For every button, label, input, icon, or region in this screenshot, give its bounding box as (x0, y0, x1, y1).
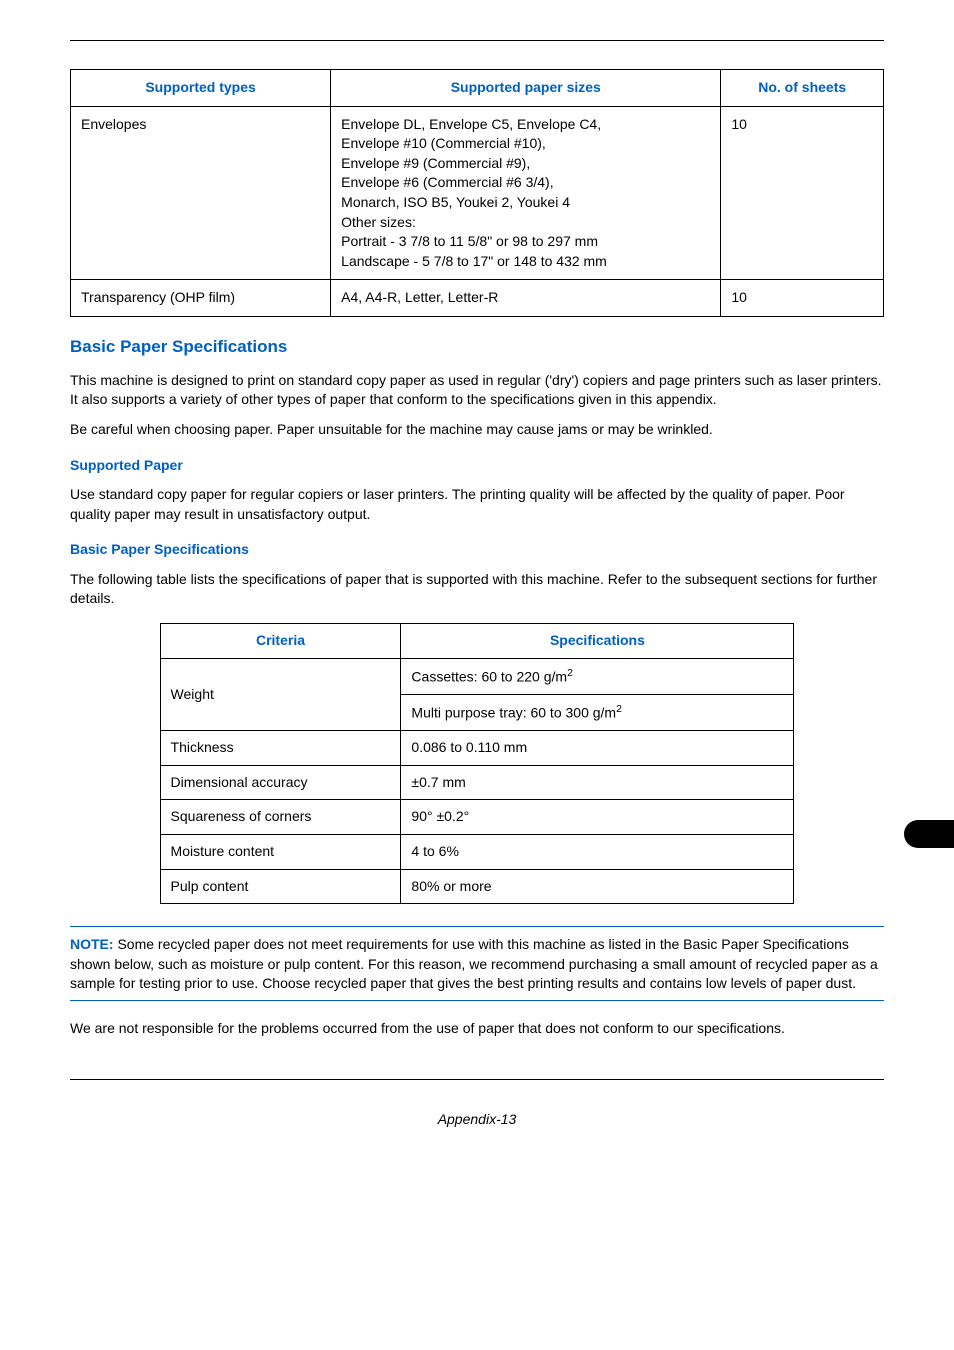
header-supported-sizes: Supported paper sizes (331, 70, 721, 107)
note-label: NOTE: (70, 936, 114, 952)
intro-paragraph-1: This machine is designed to print on sta… (70, 371, 884, 410)
spec-body: WeightCassettes: 60 to 220 g/m2Multi pur… (160, 658, 794, 903)
table-row: EnvelopesEnvelope DL, Envelope C5, Envel… (71, 106, 884, 280)
note-top-rule (70, 926, 884, 927)
supported-paper-paragraph: Use standard copy paper for regular copi… (70, 485, 884, 524)
cell-specification: 0.086 to 0.110 mm (401, 731, 794, 766)
page-footer: Appendix-13 (70, 1110, 884, 1130)
cell-supported-type: Transparency (OHP film) (71, 280, 331, 317)
cell-specification: Multi purpose tray: 60 to 300 g/m2 (401, 694, 794, 730)
basic-paper-spec-heading: Basic Paper Specifications (70, 540, 884, 560)
side-tab-marker (904, 820, 954, 848)
cell-criteria: Moisture content (160, 834, 401, 869)
note-bottom-rule (70, 1000, 884, 1001)
spec-table: Criteria Specifications WeightCassettes:… (160, 623, 795, 904)
header-supported-types: Supported types (71, 70, 331, 107)
table1-body: EnvelopesEnvelope DL, Envelope C5, Envel… (71, 106, 884, 316)
cell-no-of-sheets: 10 (721, 280, 884, 317)
cell-criteria: Weight (160, 658, 401, 731)
spec-header-criteria: Criteria (160, 624, 401, 659)
supported-paper-heading: Supported Paper (70, 456, 884, 476)
cell-supported-sizes: A4, A4-R, Letter, Letter-R (331, 280, 721, 317)
note-paragraph: NOTE: Some recycled paper does not meet … (70, 935, 884, 994)
table-row: Moisture content4 to 6% (160, 834, 794, 869)
spec-header-specifications: Specifications (401, 624, 794, 659)
cell-specification: Cassettes: 60 to 220 g/m2 (401, 658, 794, 694)
cell-specification: 80% or more (401, 869, 794, 904)
cell-specification: 4 to 6% (401, 834, 794, 869)
top-rule (70, 40, 884, 41)
table-row: Pulp content80% or more (160, 869, 794, 904)
closing-paragraph: We are not responsible for the problems … (70, 1019, 884, 1039)
supported-types-table: Supported types Supported paper sizes No… (70, 69, 884, 317)
cell-criteria: Dimensional accuracy (160, 765, 401, 800)
table-row: Transparency (OHP film)A4, A4-R, Letter,… (71, 280, 884, 317)
spec-header-row: Criteria Specifications (160, 624, 794, 659)
cell-criteria: Thickness (160, 731, 401, 766)
intro-paragraph-2: Be careful when choosing paper. Paper un… (70, 420, 884, 440)
cell-specification: ±0.7 mm (401, 765, 794, 800)
cell-supported-sizes: Envelope DL, Envelope C5, Envelope C4,En… (331, 106, 721, 280)
note-text: Some recycled paper does not meet requir… (70, 936, 878, 991)
header-no-of-sheets: No. of sheets (721, 70, 884, 107)
table-row: Squareness of corners90° ±0.2° (160, 800, 794, 835)
cell-no-of-sheets: 10 (721, 106, 884, 280)
cell-criteria: Pulp content (160, 869, 401, 904)
table-row: Thickness0.086 to 0.110 mm (160, 731, 794, 766)
section-heading: Basic Paper Specifications (70, 335, 884, 359)
footer-rule (70, 1079, 884, 1080)
cell-specification: 90° ±0.2° (401, 800, 794, 835)
table-header-row: Supported types Supported paper sizes No… (71, 70, 884, 107)
cell-criteria: Squareness of corners (160, 800, 401, 835)
basic-paper-spec-paragraph: The following table lists the specificat… (70, 570, 884, 609)
cell-supported-type: Envelopes (71, 106, 331, 280)
table-row: Dimensional accuracy±0.7 mm (160, 765, 794, 800)
table-row: WeightCassettes: 60 to 220 g/m2 (160, 658, 794, 694)
